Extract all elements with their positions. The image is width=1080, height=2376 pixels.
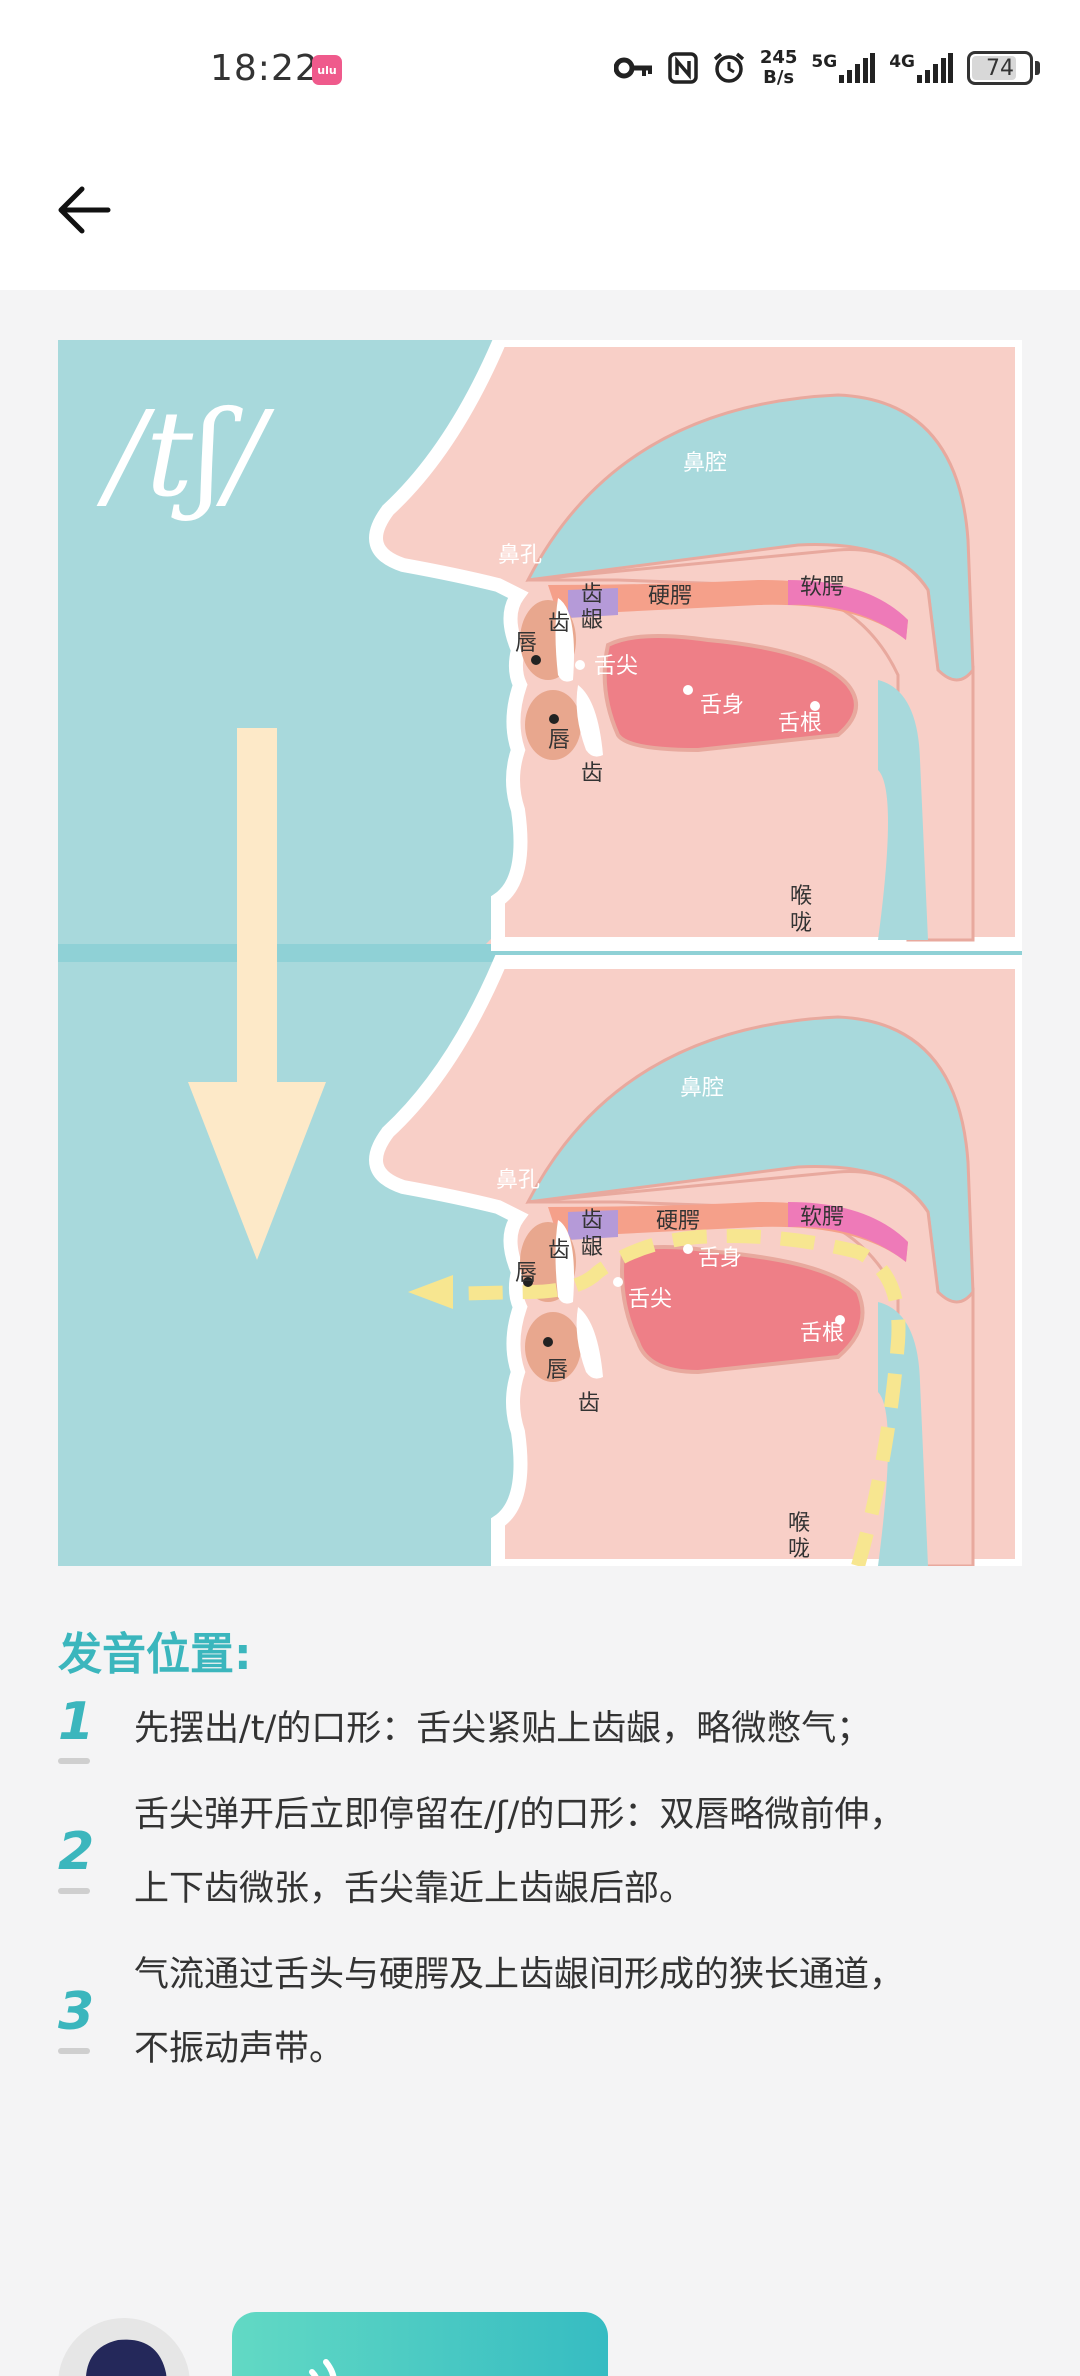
status-time: 18:22 (210, 48, 319, 89)
label-nostril: 鼻孔 (498, 543, 542, 568)
label-teeth-lower: 齿 (578, 1391, 600, 1416)
label-nasal-cavity: 鼻腔 (683, 451, 727, 476)
label-alveolar-b: 龈 (581, 1235, 603, 1260)
step-line: 气流通过舌头与硬腭及上齿龈间形成的狭长通道， (134, 1955, 905, 1995)
step-text: 气流通过舌头与硬腭及上齿龈间形成的狭长通道， 不振动声带。 (134, 1938, 904, 2086)
battery-tip (1035, 61, 1040, 75)
avatar-hair-icon (86, 2339, 167, 2376)
step-line: 上下齿微张，舌尖靠近上齿龈后部。 (134, 1869, 695, 1909)
arrow-left-icon (58, 186, 111, 234)
signal-bars-icon (917, 53, 953, 83)
key-icon (613, 57, 652, 79)
step-item: 3 气流通过舌头与硬腭及上齿龈间形成的狭长通道， 不振动声带。 (58, 1938, 1018, 2086)
step-number: 3 (58, 1938, 134, 2086)
step-number: 1 (58, 1692, 134, 1766)
label-soft-palate: 软腭 (800, 575, 844, 600)
record-button[interactable] (232, 2312, 608, 2376)
throat-top (878, 680, 928, 940)
upper-teeth-top (555, 598, 574, 682)
speed-unit: B/s (763, 67, 795, 88)
avatar[interactable] (58, 2318, 190, 2376)
mouth-diagram-svg: 鼻腔 鼻孔 硬腭 软腭 齿 龈 齿 唇 舌尖 舌身 舌根 唇 齿 喉 咙 (58, 340, 1022, 1566)
throat-bottom (878, 1302, 928, 1566)
step-number-text: 2 (58, 1822, 95, 1882)
step-item: 1 先摆出/t/的口形：舌尖紧贴上齿龈，略微憋气； (58, 1692, 1018, 1766)
speed-value: 245 (759, 47, 798, 68)
airflow-path (437, 1229, 906, 1566)
upper-teeth-bottom (555, 1220, 574, 1304)
label-tongue-tip: 舌尖 (628, 1287, 672, 1312)
step-line: 舌尖弹开后立即停留在/ʃ/的口形：双唇略微前伸， (134, 1795, 905, 1835)
step-number-text: 3 (58, 1982, 95, 2042)
label-tongue-tip: 舌尖 (594, 654, 638, 679)
label-throat-a: 喉 (790, 884, 812, 909)
label-soft-palate: 软腭 (800, 1205, 844, 1230)
back-button[interactable] (44, 170, 124, 250)
label-lip-lower: 唇 (546, 1358, 568, 1383)
label-alveolar-a: 齿 (581, 1208, 603, 1233)
nfc-icon (668, 52, 698, 84)
step-line: 先摆出/t/的口形：舌尖紧贴上齿龈，略微憋气； (134, 1709, 872, 1749)
battery-icon: 74 (967, 51, 1033, 85)
label-hard-palate: 硬腭 (648, 584, 692, 609)
diagram-bottom-panel: 鼻腔 鼻孔 硬腭 软腭 齿 龈 齿 唇 舌尖 舌身 舌根 唇 齿 喉 咙 (369, 955, 1022, 1566)
lower-teeth-top (576, 685, 603, 757)
app-badge-label: ulu (317, 63, 337, 77)
label-nostril: 鼻孔 (496, 1168, 540, 1193)
label-tongue-root: 舌根 (778, 711, 822, 736)
down-arrow-icon (188, 728, 326, 1260)
section-title: 发音位置: (58, 1629, 252, 1680)
label-throat-b: 咙 (788, 1537, 810, 1562)
app-header (0, 140, 1080, 290)
label-teeth-lower: 齿 (581, 761, 603, 786)
label-tongue-body: 舌身 (700, 693, 744, 718)
lower-lip-bottom (525, 1312, 581, 1382)
network-speed: 245 B/s (760, 48, 798, 88)
status-icons: 245 B/s 5G 4G 74 (613, 44, 1040, 92)
label-teeth-upper: 齿 (548, 1238, 570, 1263)
sound-wave-icon (309, 2359, 337, 2376)
pronunciation-steps: 发音位置: 1 先摆出/t/的口形：舌尖紧贴上齿龈，略微憋气； 2 舌尖弹开后立… (58, 1620, 1018, 2086)
lower-lip-top (525, 690, 581, 760)
step-text: 先摆出/t/的口形：舌尖紧贴上齿龈，略微憋气； (134, 1692, 871, 1766)
label-alveolar-b: 龈 (581, 608, 603, 633)
label-lip-upper: 唇 (515, 1261, 537, 1286)
step-item: 2 舌尖弹开后立即停留在/ʃ/的口形：双唇略微前伸， 上下齿微张，舌尖靠近上齿龈… (58, 1778, 1018, 1926)
label-throat-a: 喉 (788, 1511, 810, 1536)
diagram-top-panel: 鼻腔 鼻孔 硬腭 软腭 齿 龈 齿 唇 舌尖 舌身 舌根 唇 齿 喉 咙 (369, 340, 1022, 951)
step-number-text: 1 (58, 1692, 95, 1752)
label-lip-upper: 唇 (515, 631, 537, 656)
label-throat-b: 咙 (790, 911, 812, 936)
label-tongue-body: 舌身 (698, 1246, 742, 1271)
label-alveolar-a: 齿 (581, 582, 603, 607)
label-tongue-root: 舌根 (800, 1321, 844, 1346)
label-teeth-upper: 齿 (548, 611, 570, 636)
step-underline (58, 1758, 90, 1764)
signal-bars-icon (839, 53, 876, 83)
step-line: 不振动声带。 (134, 2029, 345, 2069)
step-underline (58, 1888, 90, 1894)
net-4g-label: 4G (889, 52, 915, 72)
status-bar: 18:22 ulu 245 B/s 5G (0, 0, 1080, 140)
tongue-top (602, 634, 858, 753)
step-text: 舌尖弹开后立即停留在/ʃ/的口形：双唇略微前伸， 上下齿微张，舌尖靠近上齿龈后部… (134, 1778, 904, 1926)
pronunciation-diagram: 鼻腔 鼻孔 硬腭 软腭 齿 龈 齿 唇 舌尖 舌身 舌根 唇 齿 喉 咙 (58, 340, 1022, 1566)
step-underline (58, 2048, 90, 2054)
phoneme-title: /tʃ/ (96, 385, 275, 523)
alarm-icon (713, 52, 744, 83)
signal-5g: 5G (811, 52, 876, 83)
step-number: 2 (58, 1778, 134, 1926)
battery-level: 74 (986, 55, 1014, 81)
lower-teeth-bottom (576, 1307, 603, 1379)
net-5g-label: 5G (811, 52, 838, 72)
tongue-bottom (620, 1245, 865, 1375)
signal-4g: 4G (889, 53, 953, 83)
label-hard-palate: 硬腭 (656, 1209, 700, 1234)
app-notification-icon: ulu (312, 55, 342, 85)
label-lip-lower: 唇 (548, 728, 570, 753)
airflow-arrowhead (408, 1275, 453, 1309)
label-nasal-cavity: 鼻腔 (680, 1076, 724, 1101)
